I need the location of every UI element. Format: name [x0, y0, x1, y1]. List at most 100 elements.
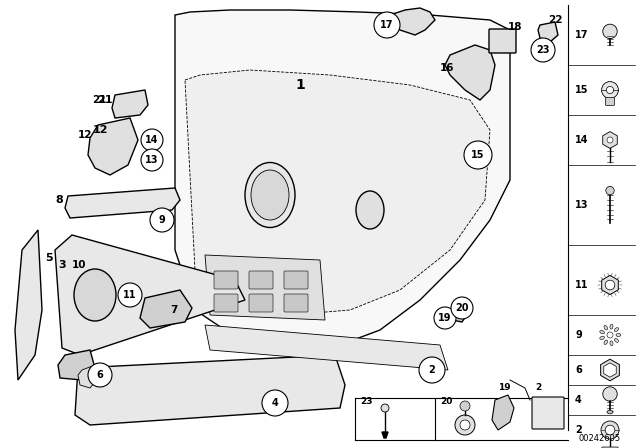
Polygon shape: [175, 10, 510, 350]
Text: 14: 14: [575, 135, 589, 145]
Polygon shape: [88, 118, 138, 175]
Circle shape: [603, 24, 617, 39]
Polygon shape: [492, 395, 514, 430]
Text: 10: 10: [72, 260, 86, 270]
Polygon shape: [604, 363, 616, 377]
Text: 2: 2: [535, 383, 541, 392]
Text: 7: 7: [170, 305, 177, 315]
Ellipse shape: [251, 170, 289, 220]
Circle shape: [150, 208, 174, 232]
FancyBboxPatch shape: [605, 97, 614, 105]
Ellipse shape: [600, 336, 604, 340]
Text: 18: 18: [508, 22, 522, 32]
Text: 12: 12: [93, 125, 109, 135]
FancyBboxPatch shape: [489, 29, 516, 53]
Text: 1: 1: [295, 78, 305, 92]
Text: 23: 23: [360, 397, 372, 406]
Polygon shape: [450, 298, 470, 322]
Text: 8: 8: [55, 195, 63, 205]
Circle shape: [374, 12, 400, 38]
Circle shape: [607, 332, 613, 338]
Text: 11: 11: [124, 290, 137, 300]
Text: 6: 6: [575, 365, 582, 375]
Ellipse shape: [604, 326, 607, 330]
Circle shape: [434, 307, 456, 329]
Circle shape: [605, 280, 615, 290]
Text: 3: 3: [58, 260, 66, 270]
Polygon shape: [78, 365, 98, 388]
FancyBboxPatch shape: [214, 271, 238, 289]
Circle shape: [602, 82, 618, 99]
Ellipse shape: [610, 341, 613, 346]
Text: 20: 20: [440, 397, 452, 406]
Ellipse shape: [607, 410, 613, 414]
Text: 22: 22: [548, 15, 563, 25]
FancyBboxPatch shape: [284, 271, 308, 289]
Text: 4: 4: [575, 395, 582, 405]
Text: 17: 17: [380, 20, 394, 30]
FancyBboxPatch shape: [249, 271, 273, 289]
Ellipse shape: [614, 339, 618, 342]
Text: 20: 20: [455, 303, 468, 313]
Circle shape: [460, 420, 470, 430]
Ellipse shape: [356, 191, 384, 229]
Circle shape: [141, 149, 163, 171]
Text: 9: 9: [159, 215, 165, 225]
Circle shape: [460, 401, 470, 411]
Circle shape: [118, 283, 142, 307]
Polygon shape: [205, 255, 325, 320]
Polygon shape: [55, 235, 245, 355]
Polygon shape: [601, 359, 620, 381]
Circle shape: [451, 297, 473, 319]
Circle shape: [603, 387, 617, 401]
Polygon shape: [538, 22, 558, 42]
Polygon shape: [445, 45, 495, 100]
Text: 12: 12: [78, 130, 93, 140]
Text: 21: 21: [92, 95, 106, 105]
FancyBboxPatch shape: [284, 294, 308, 312]
Polygon shape: [185, 70, 490, 315]
FancyBboxPatch shape: [214, 294, 238, 312]
Text: 17: 17: [575, 30, 589, 40]
Text: 13: 13: [145, 155, 159, 165]
Text: 11: 11: [575, 280, 589, 290]
Ellipse shape: [616, 333, 621, 336]
Ellipse shape: [245, 163, 295, 228]
Circle shape: [531, 38, 555, 62]
Polygon shape: [382, 432, 388, 438]
Text: 15: 15: [575, 85, 589, 95]
Ellipse shape: [600, 331, 604, 334]
Polygon shape: [603, 132, 617, 148]
Text: 2: 2: [575, 425, 582, 435]
Circle shape: [419, 357, 445, 383]
Circle shape: [607, 86, 614, 94]
Ellipse shape: [74, 269, 116, 321]
Text: 19: 19: [498, 383, 511, 392]
Text: 23: 23: [536, 45, 550, 55]
Text: 6: 6: [97, 370, 104, 380]
Circle shape: [464, 141, 492, 169]
Polygon shape: [65, 188, 180, 218]
Text: 13: 13: [575, 200, 589, 210]
Text: 9: 9: [575, 330, 582, 340]
Text: 00242605: 00242605: [579, 434, 621, 443]
Polygon shape: [75, 355, 345, 425]
Text: 4: 4: [271, 398, 278, 408]
Circle shape: [607, 137, 613, 143]
Polygon shape: [385, 8, 435, 35]
FancyBboxPatch shape: [602, 447, 618, 448]
Text: 15: 15: [471, 150, 484, 160]
FancyBboxPatch shape: [249, 294, 273, 312]
Text: 5: 5: [45, 253, 52, 263]
Ellipse shape: [614, 327, 618, 332]
Ellipse shape: [604, 340, 607, 345]
Text: 19: 19: [438, 313, 452, 323]
FancyBboxPatch shape: [532, 397, 564, 429]
Circle shape: [606, 186, 614, 195]
Text: 2: 2: [429, 365, 435, 375]
Polygon shape: [205, 325, 448, 370]
Circle shape: [601, 421, 619, 439]
Polygon shape: [112, 90, 148, 118]
Circle shape: [88, 363, 112, 387]
Text: 14: 14: [145, 135, 159, 145]
